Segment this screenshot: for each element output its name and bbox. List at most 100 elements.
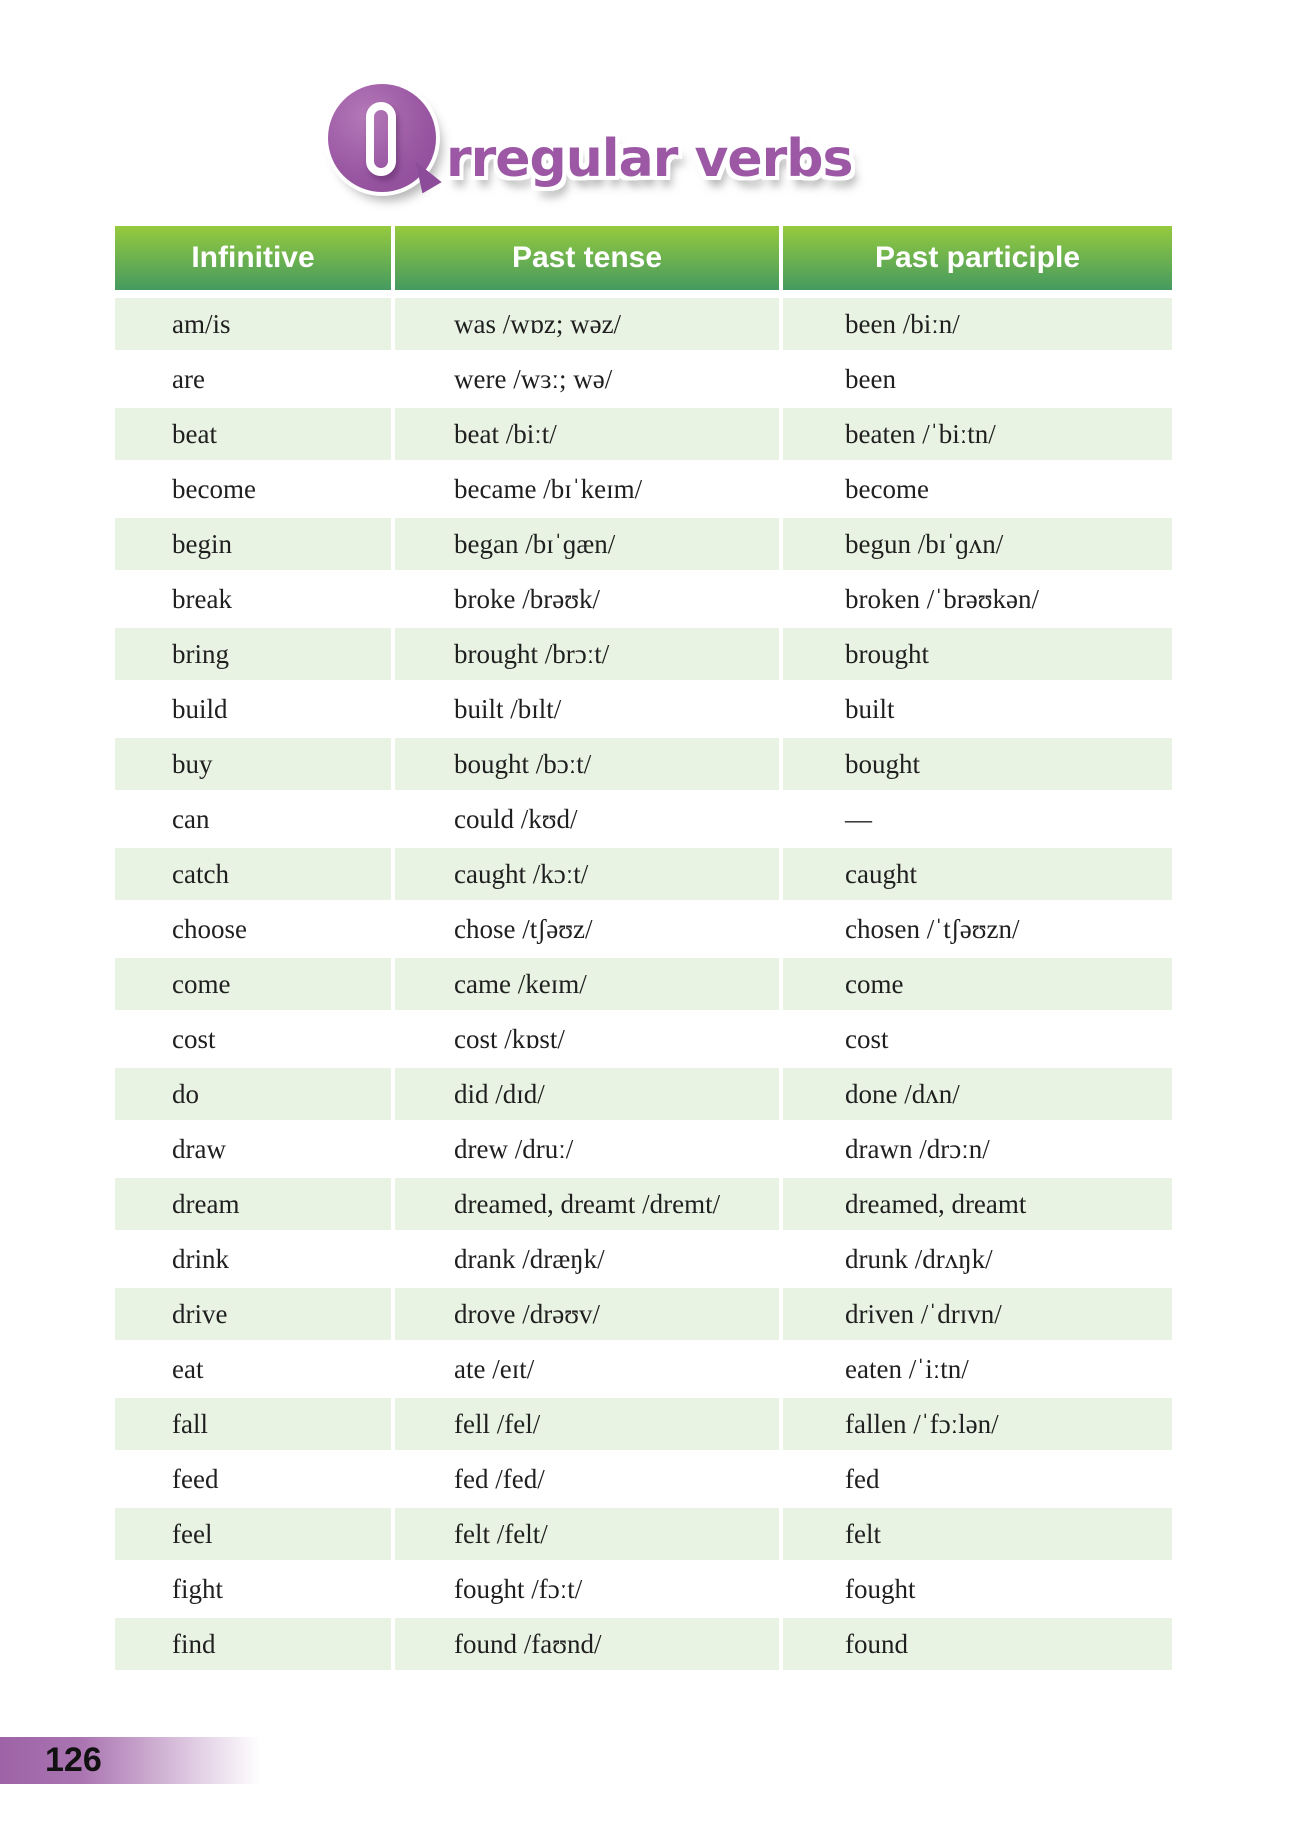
cell-infinitive: can (115, 793, 395, 845)
table-row: choose chose /tʃəʊz/ chosen /ˈtʃəʊzn/ (115, 903, 1172, 955)
table-row: begin began /bɪˈɡæn/ begun /bɪˈɡʌn/ (115, 518, 1172, 570)
cell-infinitive: break (115, 573, 395, 625)
cell-past-participle: eaten /ˈiːtn/ (783, 1343, 1172, 1395)
cell-past-participle: built (783, 683, 1172, 735)
table-row: beat beat /biːt/ beaten /ˈbiːtn/ (115, 408, 1172, 460)
cell-infinitive: draw (115, 1123, 395, 1175)
cell-past-participle: dreamed, dreamt (783, 1178, 1172, 1230)
cell-infinitive: fall (115, 1398, 395, 1450)
title-text: rregular verbs (446, 129, 853, 189)
cell-past-participle: been (783, 353, 1172, 405)
cell-infinitive: are (115, 353, 395, 405)
cell-infinitive: fight (115, 1563, 395, 1615)
cell-infinitive: catch (115, 848, 395, 900)
table-row: break broke /brəʊk/ broken /ˈbrəʊkən/ (115, 573, 1172, 625)
cell-past-participle: begun /bɪˈɡʌn/ (783, 518, 1172, 570)
cell-infinitive: build (115, 683, 395, 735)
cell-past-tense: broke /brəʊk/ (395, 573, 783, 625)
cell-infinitive: bring (115, 628, 395, 680)
cell-past-tense: chose /tʃəʊz/ (395, 903, 783, 955)
page-title: rregular verbs (328, 84, 853, 204)
cell-past-tense: fought /fɔːt/ (395, 1563, 783, 1615)
cell-infinitive: choose (115, 903, 395, 955)
table-rows: am/is was /wɒz; wəz/ been /biːn/ are wer… (115, 298, 1172, 1670)
cell-past-participle: caught (783, 848, 1172, 900)
cell-infinitive: dream (115, 1178, 395, 1230)
cell-past-participle: fallen /ˈfɔːlən/ (783, 1398, 1172, 1450)
cell-past-tense: did /dɪd/ (395, 1068, 783, 1120)
cell-past-tense: fell /fel/ (395, 1398, 783, 1450)
header-infinitive: Infinitive (115, 226, 395, 290)
table-row: dream dreamed, dreamt /dremt/ dreamed, d… (115, 1178, 1172, 1230)
cell-past-participle: found (783, 1618, 1172, 1670)
cell-past-tense: began /bɪˈɡæn/ (395, 518, 783, 570)
cell-past-tense: drove /drəʊv/ (395, 1288, 783, 1340)
cell-infinitive: drink (115, 1233, 395, 1285)
cell-past-participle: bought (783, 738, 1172, 790)
cell-past-participle: come (783, 958, 1172, 1010)
cell-past-tense: brought /brɔːt/ (395, 628, 783, 680)
table-row: find found /faʊnd/ found (115, 1618, 1172, 1670)
table-row: bring brought /brɔːt/ brought (115, 628, 1172, 680)
cell-past-participle: become (783, 463, 1172, 515)
table-row: drink drank /dræŋk/ drunk /drʌŋk/ (115, 1233, 1172, 1285)
table-row: can could /kʊd/ — (115, 793, 1172, 845)
table-row: cost cost /kɒst/ cost (115, 1013, 1172, 1065)
cell-past-tense: felt /felt/ (395, 1508, 783, 1560)
cell-past-tense: became /bɪˈkeɪm/ (395, 463, 783, 515)
cell-infinitive: drive (115, 1288, 395, 1340)
cell-infinitive: feed (115, 1453, 395, 1505)
cell-past-participle: — (783, 793, 1172, 845)
letter-i-shape (366, 102, 396, 176)
cell-past-tense: drew /druː/ (395, 1123, 783, 1175)
cell-past-tense: bought /bɔːt/ (395, 738, 783, 790)
table-row: become became /bɪˈkeɪm/ become (115, 463, 1172, 515)
cell-infinitive: buy (115, 738, 395, 790)
cell-infinitive: cost (115, 1013, 395, 1065)
table-row: do did /dɪd/ done /dʌn/ (115, 1068, 1172, 1120)
table-row: come came /keɪm/ come (115, 958, 1172, 1010)
cell-past-participle: chosen /ˈtʃəʊzn/ (783, 903, 1172, 955)
irregular-verbs-table: Infinitive Past tense Past participle am… (115, 226, 1172, 1673)
cell-past-participle: been /biːn/ (783, 298, 1172, 350)
table-row: am/is was /wɒz; wəz/ been /biːn/ (115, 298, 1172, 350)
cell-infinitive: begin (115, 518, 395, 570)
cell-past-participle: done /dʌn/ (783, 1068, 1172, 1120)
cell-past-participle: fed (783, 1453, 1172, 1505)
cell-past-tense: built /bɪlt/ (395, 683, 783, 735)
cell-past-participle: fought (783, 1563, 1172, 1615)
cell-past-tense: fed /fed/ (395, 1453, 783, 1505)
cell-past-tense: cost /kɒst/ (395, 1013, 783, 1065)
cell-past-tense: dreamed, dreamt /dremt/ (395, 1178, 783, 1230)
cell-past-participle: drawn /drɔːn/ (783, 1123, 1172, 1175)
cell-infinitive: beat (115, 408, 395, 460)
cell-past-tense: drank /dræŋk/ (395, 1233, 783, 1285)
cell-past-tense: came /keɪm/ (395, 958, 783, 1010)
cell-infinitive: become (115, 463, 395, 515)
cell-infinitive: eat (115, 1343, 395, 1395)
cell-infinitive: find (115, 1618, 395, 1670)
page-number-bar: 126 (0, 1737, 620, 1784)
header-past-tense: Past tense (395, 226, 783, 290)
cell-past-tense: ate /eɪt/ (395, 1343, 783, 1395)
cell-past-participle: felt (783, 1508, 1172, 1560)
page-number: 126 (45, 1741, 102, 1779)
table-row: drive drove /drəʊv/ driven /ˈdrɪvn/ (115, 1288, 1172, 1340)
table-row: are were /wɜː; wə/ been (115, 353, 1172, 405)
title-i-badge-icon (328, 84, 440, 194)
cell-past-participle: driven /ˈdrɪvn/ (783, 1288, 1172, 1340)
table-row: draw drew /druː/ drawn /drɔːn/ (115, 1123, 1172, 1175)
cell-past-participle: broken /ˈbrəʊkən/ (783, 573, 1172, 625)
header-past-participle: Past participle (783, 226, 1172, 290)
cell-infinitive: do (115, 1068, 395, 1120)
cell-past-participle: cost (783, 1013, 1172, 1065)
cell-past-participle: drunk /drʌŋk/ (783, 1233, 1172, 1285)
table-row: eat ate /eɪt/ eaten /ˈiːtn/ (115, 1343, 1172, 1395)
table-row: feel felt /felt/ felt (115, 1508, 1172, 1560)
cell-past-tense: beat /biːt/ (395, 408, 783, 460)
table-row: build built /bɪlt/ built (115, 683, 1172, 735)
cell-past-participle: beaten /ˈbiːtn/ (783, 408, 1172, 460)
cell-past-tense: could /kʊd/ (395, 793, 783, 845)
cell-past-tense: were /wɜː; wə/ (395, 353, 783, 405)
cell-infinitive: am/is (115, 298, 395, 350)
